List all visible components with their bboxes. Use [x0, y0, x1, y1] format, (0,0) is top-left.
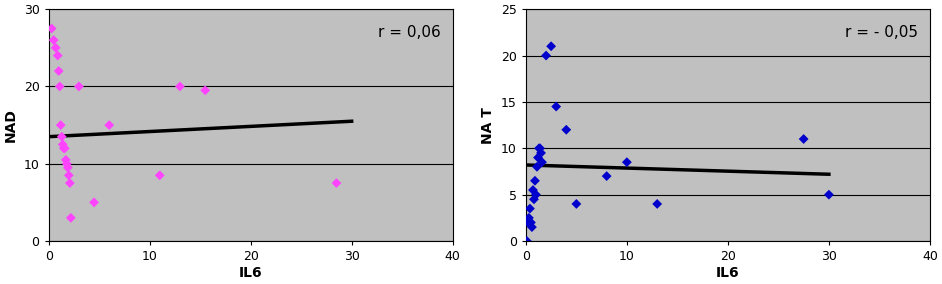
Point [521, 216, 536, 220]
Point [63, 216, 78, 220]
Point [55, 134, 70, 139]
Y-axis label: NAD: NAD [4, 108, 18, 142]
Point [526, 188, 541, 192]
Point [533, 151, 548, 155]
Point [531, 146, 546, 151]
Point [544, 44, 559, 49]
Point [523, 206, 538, 211]
Point [53, 123, 68, 127]
Point [519, 239, 534, 243]
Point [51, 69, 66, 73]
Text: r = 0,06: r = 0,06 [378, 25, 441, 40]
Point [50, 53, 65, 58]
Point [87, 200, 102, 205]
Point [532, 146, 547, 151]
Point [548, 104, 563, 109]
Point [821, 192, 836, 197]
Point [57, 146, 72, 151]
Point [59, 162, 74, 166]
Point [58, 158, 73, 162]
Point [796, 137, 811, 141]
Point [599, 174, 614, 178]
Point [329, 181, 344, 185]
Point [520, 220, 535, 225]
Point [524, 220, 539, 225]
X-axis label: IL6: IL6 [716, 266, 739, 280]
Point [44, 26, 59, 31]
Text: r = - 0,05: r = - 0,05 [845, 25, 918, 40]
Point [530, 155, 545, 160]
Point [525, 225, 540, 229]
Point [527, 197, 542, 202]
Point [61, 173, 76, 178]
Point [62, 181, 77, 185]
Point [153, 173, 168, 178]
Y-axis label: NA T: NA T [481, 107, 495, 143]
Point [172, 84, 187, 89]
Point [46, 38, 61, 42]
Point [528, 192, 544, 197]
Point [57, 146, 73, 151]
Point [650, 202, 665, 206]
Point [569, 202, 584, 206]
Point [102, 123, 117, 127]
Point [48, 45, 63, 50]
Point [72, 84, 87, 89]
Point [534, 160, 549, 164]
Point [60, 165, 75, 170]
Point [198, 88, 213, 93]
Point [619, 160, 634, 164]
Point [56, 142, 71, 147]
Point [528, 178, 543, 183]
Point [52, 84, 67, 89]
X-axis label: IL6: IL6 [239, 266, 263, 280]
Point [559, 128, 574, 132]
Point [539, 53, 554, 58]
Point [529, 164, 544, 169]
